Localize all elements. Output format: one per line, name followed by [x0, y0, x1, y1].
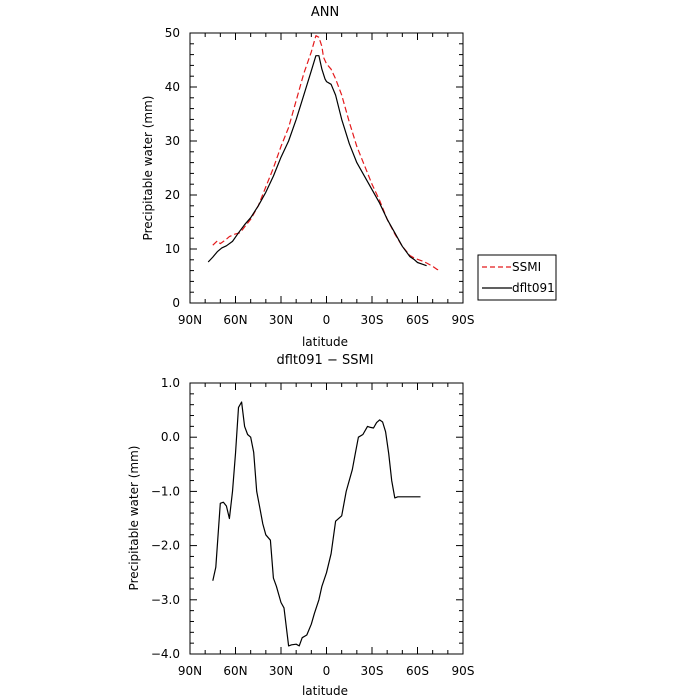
y-tick-label: 30 — [165, 134, 180, 148]
y-tick-label: 1.0 — [161, 376, 180, 390]
panel-bottom: dflt091 − SSMI Precipitable water (mm) l… — [127, 353, 474, 698]
y-tick-label: −2.0 — [151, 539, 180, 553]
x-tick-label: 60S — [406, 664, 429, 678]
legend: SSMI dflt091 — [477, 254, 557, 301]
x-tick-label: 30N — [269, 313, 293, 327]
y-tick-label: 40 — [165, 80, 180, 94]
y-tick-label: 10 — [165, 242, 180, 256]
x-tick-label: 90S — [452, 313, 475, 327]
legend-box — [477, 254, 557, 301]
bottom-y-axis-label: Precipitable water (mm) — [127, 446, 141, 591]
x-tick-label: 30S — [361, 664, 384, 678]
x-tick-label: 60N — [223, 664, 247, 678]
x-tick-label: 90N — [178, 313, 202, 327]
x-tick-label: 30N — [269, 664, 293, 678]
y-tick-label: 0 — [172, 296, 180, 310]
y-tick-label: −4.0 — [151, 647, 180, 661]
series-line-dflt091 — [212, 401, 421, 647]
top-y-axis-label: Precipitable water (mm) — [141, 96, 155, 241]
series-line-ssmi — [212, 35, 441, 271]
x-tick-label: 0 — [323, 313, 331, 327]
series-line-dflt091 — [207, 55, 427, 267]
y-tick-label: 20 — [165, 188, 180, 202]
bottom-title: dflt091 − SSMI — [276, 353, 373, 368]
y-tick-label: −1.0 — [151, 484, 180, 498]
y-tick-label: 0.0 — [161, 430, 180, 444]
plot-frame — [189, 32, 464, 304]
legend-label-ssmi: SSMI — [512, 260, 541, 274]
y-tick-label: 50 — [165, 26, 180, 40]
plot-frame — [189, 382, 464, 655]
x-tick-label: 60S — [406, 313, 429, 327]
bottom-x-axis-label: latitude — [302, 684, 348, 698]
x-tick-label: 30S — [361, 313, 384, 327]
top-title: ANN — [311, 5, 339, 20]
panel-top: ANN Precipitable water (mm) latitude 90N… — [141, 5, 474, 349]
legend-label-dflt091: dflt091 — [512, 281, 555, 295]
top-x-axis-label: latitude — [302, 335, 348, 349]
y-tick-label: −3.0 — [151, 593, 180, 607]
x-tick-label: 0 — [323, 664, 331, 678]
x-tick-label: 90N — [178, 664, 202, 678]
x-tick-label: 90S — [452, 664, 475, 678]
x-tick-label: 60N — [223, 313, 247, 327]
